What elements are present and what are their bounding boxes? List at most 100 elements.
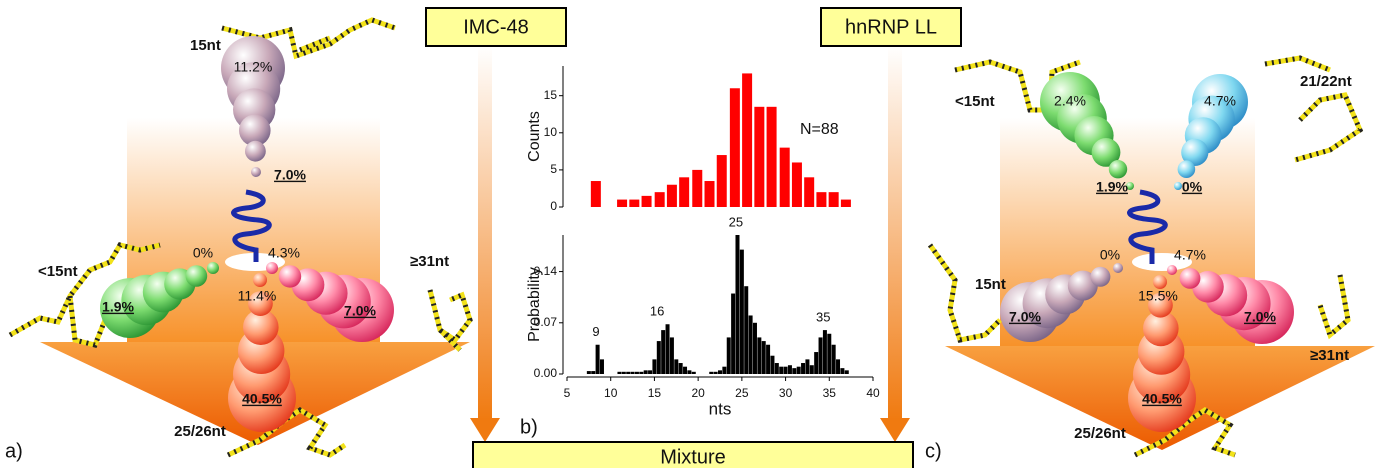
bar — [744, 286, 749, 374]
percent-label: 11.2% — [234, 59, 273, 75]
box-label: IMC-48 — [463, 16, 529, 38]
percent-label: 15.5% — [1138, 288, 1178, 304]
bar — [779, 147, 790, 207]
bar — [683, 366, 688, 374]
bar — [818, 337, 823, 374]
bar — [679, 177, 690, 207]
y-tick-label: 0.14 — [534, 264, 558, 278]
rna — [226, 407, 347, 458]
bar — [709, 371, 714, 374]
bar — [748, 315, 753, 374]
bar — [713, 371, 718, 374]
peak-label: 35 — [816, 310, 830, 325]
bar — [590, 181, 601, 207]
bar — [804, 177, 815, 207]
bar — [831, 344, 836, 374]
bar — [722, 366, 727, 374]
bar — [691, 371, 696, 374]
bar — [595, 344, 600, 374]
sphere-chains — [100, 36, 1294, 432]
bar — [814, 352, 819, 374]
percent-label: 7.0% — [1244, 309, 1276, 325]
length-label: 25/26nt — [1074, 425, 1126, 442]
sphere — [1126, 182, 1134, 190]
percent-label: 0% — [193, 245, 213, 261]
bar — [792, 368, 797, 374]
rna — [927, 243, 1351, 343]
sphere — [1091, 138, 1121, 167]
length-label: 21/22nt — [1300, 73, 1352, 90]
percent-label: 0% — [1100, 247, 1120, 263]
bar — [735, 235, 740, 374]
sphere — [185, 265, 208, 287]
bar — [796, 366, 801, 374]
bar — [816, 192, 827, 207]
bar — [752, 322, 757, 374]
y-tick-label: 5 — [550, 162, 557, 176]
bar — [591, 371, 596, 374]
bar — [648, 370, 653, 374]
bar — [656, 341, 661, 374]
bar — [652, 359, 657, 374]
bar — [761, 341, 766, 374]
box-label: Mixture — [660, 446, 726, 468]
sphere — [253, 273, 267, 287]
bar — [634, 371, 639, 374]
percent-label: 4.7% — [1204, 93, 1236, 109]
percent-label: 1.9% — [102, 299, 134, 315]
bar — [791, 162, 802, 207]
bar — [626, 371, 631, 374]
y-axis-label: Probability — [526, 267, 543, 342]
helix — [231, 189, 272, 262]
bar — [754, 106, 765, 207]
rna — [8, 242, 161, 348]
percent-label: 7.0% — [1009, 309, 1041, 325]
bar — [770, 355, 775, 374]
x-tick-label: 35 — [823, 386, 837, 400]
label-box — [472, 441, 914, 468]
label-box — [425, 7, 567, 47]
percent-label: 0% — [1182, 179, 1203, 195]
y-tick-label: 0.00 — [534, 366, 558, 380]
bar — [840, 368, 845, 374]
rna — [427, 289, 473, 352]
peak-label: 25 — [729, 214, 743, 229]
bar — [586, 371, 591, 374]
peak-label: 16 — [650, 304, 664, 319]
arrow-shaft — [478, 46, 492, 420]
arrow-head — [880, 418, 910, 442]
bar — [704, 181, 715, 207]
bar — [766, 106, 777, 207]
box-label: hnRNP LL — [845, 16, 937, 38]
sphere — [1090, 266, 1111, 287]
binding-site — [1132, 253, 1192, 271]
sphere — [1148, 292, 1173, 318]
length-label: <15nt — [38, 263, 78, 280]
x-tick-label: 5 — [564, 386, 571, 400]
sphere — [1067, 270, 1098, 301]
sphere — [1113, 263, 1123, 273]
sphere — [278, 265, 302, 288]
bar — [643, 370, 648, 374]
bar — [840, 199, 851, 207]
bar — [666, 184, 677, 207]
bar — [665, 324, 670, 374]
length-label: 15nt — [190, 37, 221, 54]
rna — [1133, 407, 1236, 458]
peak-label: 9 — [592, 324, 599, 339]
x-tick-label: 25 — [735, 386, 749, 400]
sphere — [1177, 160, 1196, 178]
bar — [836, 359, 841, 374]
sphere — [239, 114, 271, 147]
bar — [844, 370, 849, 374]
bar — [617, 371, 622, 374]
rna — [954, 55, 1364, 163]
sphere — [1179, 268, 1201, 289]
label-box — [820, 7, 962, 47]
x-tick-label: 30 — [779, 386, 793, 400]
sphere — [266, 262, 278, 274]
sphere — [1167, 265, 1177, 275]
percent-label: 7.0% — [344, 303, 376, 319]
x-tick-label: 15 — [648, 386, 662, 400]
bar — [661, 330, 666, 374]
